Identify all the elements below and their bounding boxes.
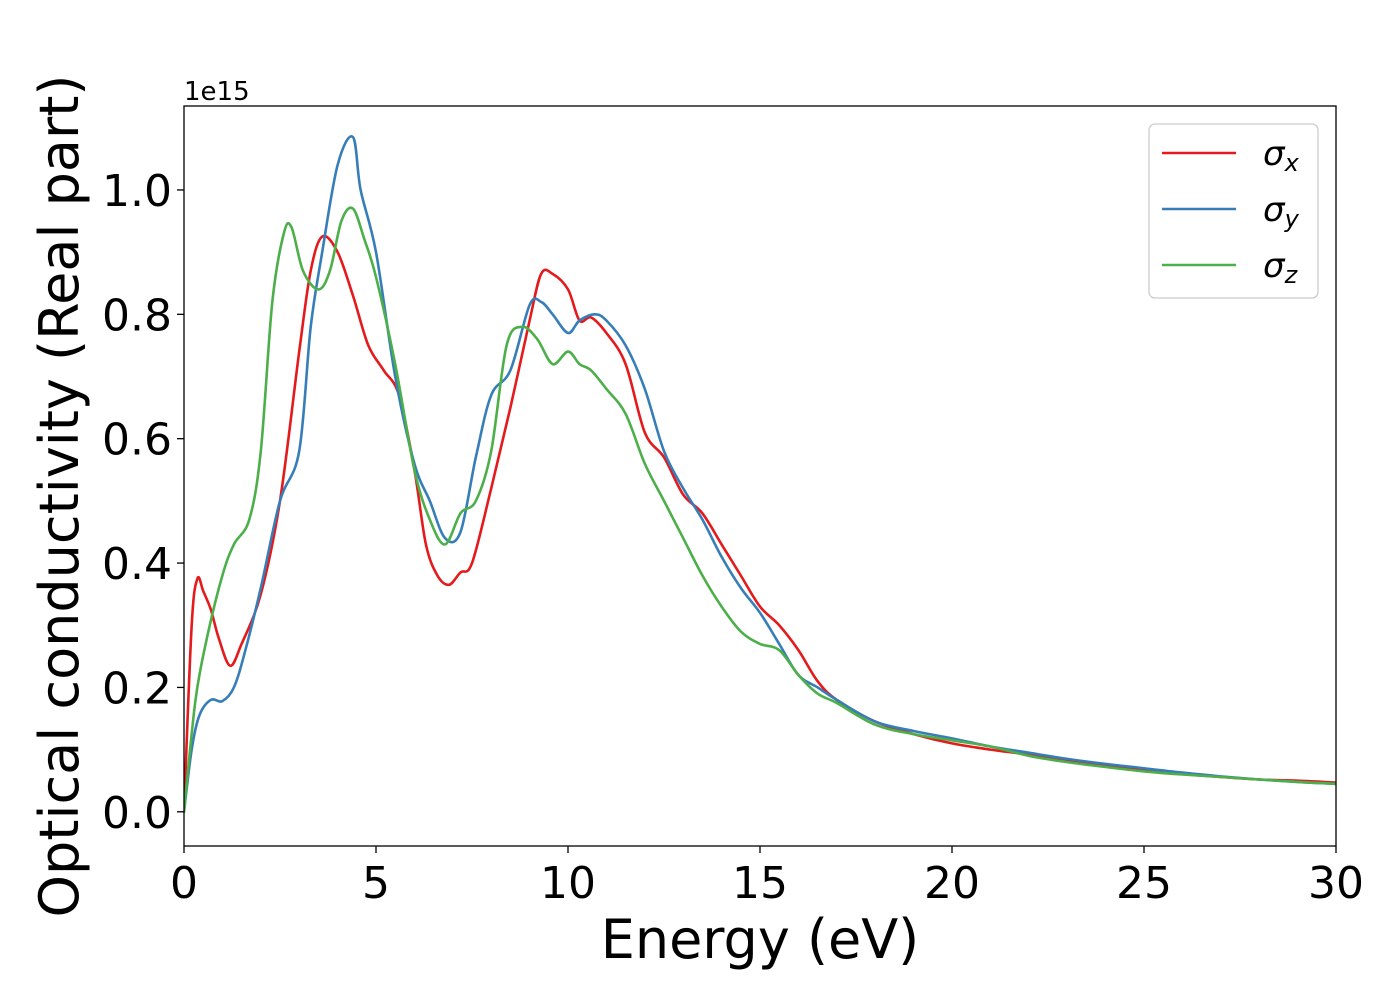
y-axis-ticks: 0.0 0.2 0.4 0.6 0.8 1.0 — [102, 166, 184, 839]
legend-entry-sigma-y: σy — [1263, 190, 1300, 233]
x-tick-label: 30 — [1308, 858, 1364, 909]
x-tick-label: 15 — [732, 858, 788, 909]
y-tick-label: 0.6 — [102, 415, 172, 466]
legend-entry-sigma-x: σx — [1263, 134, 1300, 177]
legend-entry-sigma-z: σz — [1263, 246, 1299, 289]
x-tick-label: 25 — [1116, 858, 1172, 909]
y-axis-label: Optical conductivity (Real part) — [28, 75, 91, 918]
y-tick-label: 0.2 — [102, 663, 172, 714]
x-tick-label: 10 — [540, 858, 596, 909]
y-tick-label: 1.0 — [102, 166, 172, 217]
x-axis-ticks: 0 5 10 15 20 25 30 — [170, 846, 1364, 909]
y-tick-label: 0.0 — [102, 788, 172, 839]
plot-area — [184, 106, 1336, 846]
x-tick-label: 5 — [362, 858, 390, 909]
y-tick-label: 0.8 — [102, 290, 172, 341]
y-axis-offset-label: 1e15 — [184, 77, 250, 107]
x-tick-label: 20 — [924, 858, 980, 909]
legend: σx σy σz — [1148, 123, 1319, 299]
x-axis-label: Energy (eV) — [601, 908, 920, 971]
legend-box — [1148, 123, 1319, 299]
y-tick-label: 0.4 — [102, 539, 172, 590]
series-layer — [184, 135, 1336, 814]
series-line-sigma-z — [184, 206, 1336, 814]
x-tick-label: 0 — [170, 858, 198, 909]
